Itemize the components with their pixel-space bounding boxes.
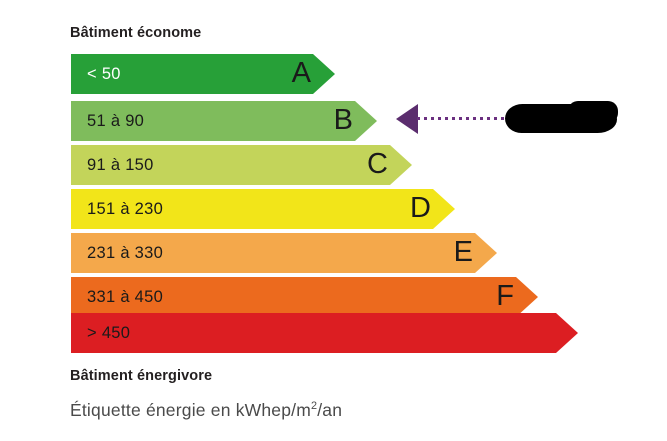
- energy-class-range-label: > 450: [87, 323, 131, 342]
- energy-class-bar-shape: [71, 313, 578, 353]
- energy-class-letter: B: [333, 103, 353, 136]
- energy-class-bar-d: 151 à 230 D: [71, 189, 455, 229]
- energy-class-bar-shape: [71, 189, 455, 229]
- energy-class-bar-g: > 450: [71, 313, 578, 353]
- energy-class-bar-a: < 50 A: [71, 54, 335, 94]
- energy-class-letter: F: [496, 279, 514, 312]
- caption-energy-unit-suffix: /an: [317, 400, 343, 420]
- caption-energy-unit-prefix: Étiquette énergie en kWhep/m: [70, 400, 312, 420]
- energy-class-bar-e: 231 à 330 E: [71, 233, 497, 273]
- energy-class-bar-shape: [71, 145, 412, 185]
- energy-class-bar-shape: [71, 54, 335, 94]
- pointer-arrow-icon: [396, 104, 418, 134]
- energy-class-bar-c: 91 à 150 C: [71, 145, 412, 185]
- energy-class-range-label: 231 à 330: [87, 243, 164, 262]
- energy-class-range-label: 51 à 90: [87, 111, 145, 130]
- redacted-value-mark-overlap: [568, 101, 618, 123]
- energy-class-range-label: 91 à 150: [87, 155, 154, 174]
- caption-energy-unit: Étiquette énergie en kWhep/m2/an: [70, 400, 342, 421]
- energy-class-range-label: 331 à 450: [87, 287, 164, 306]
- energy-class-bar-f: 331 à 450 F: [71, 277, 538, 317]
- caption-energy-hungry-building: Bâtiment énergivore: [70, 368, 213, 384]
- energy-class-letter: A: [291, 56, 311, 89]
- energy-class-bar-shape: [71, 101, 377, 141]
- energy-class-bar-shape: [71, 233, 497, 273]
- pointer-leader-line: [417, 117, 507, 120]
- energy-class-letter: C: [367, 147, 388, 180]
- caption-economical-building: Bâtiment économe: [70, 25, 202, 41]
- energy-class-range-label: < 50: [87, 64, 121, 83]
- energy-class-letter: D: [410, 191, 431, 224]
- energy-class-letter: E: [453, 235, 473, 268]
- caption-energy-unit-superscript: 2: [311, 400, 318, 413]
- energy-class-bar-shape: [71, 277, 538, 317]
- energy-class-bar-b: 51 à 90 B: [71, 101, 377, 141]
- energy-class-range-label: 151 à 230: [87, 199, 164, 218]
